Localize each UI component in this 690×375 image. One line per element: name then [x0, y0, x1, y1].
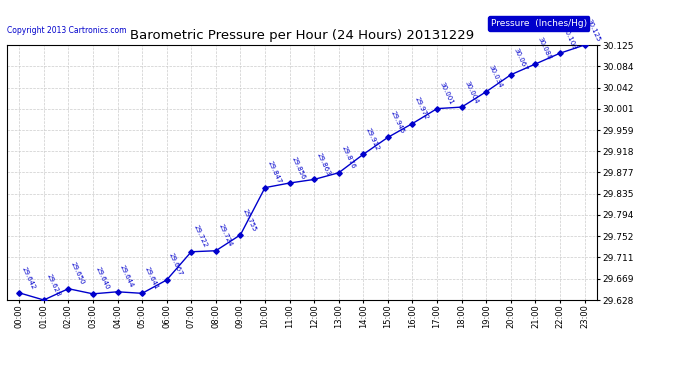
Text: 29.847: 29.847 — [266, 160, 282, 185]
Text: 29.641: 29.641 — [144, 266, 159, 291]
Text: 30.001: 30.001 — [438, 81, 454, 106]
Text: 30.067: 30.067 — [512, 47, 528, 72]
Text: 30.034: 30.034 — [488, 64, 504, 89]
Text: 29.642: 29.642 — [21, 266, 37, 290]
Text: 29.722: 29.722 — [193, 224, 208, 249]
Text: 30.109: 30.109 — [562, 26, 578, 50]
Text: 30.125: 30.125 — [586, 18, 602, 42]
Text: 30.088: 30.088 — [537, 36, 553, 61]
Title: Barometric Pressure per Hour (24 Hours) 20131229: Barometric Pressure per Hour (24 Hours) … — [130, 30, 474, 42]
Text: 29.856: 29.856 — [291, 156, 307, 180]
Text: 29.640: 29.640 — [95, 266, 110, 291]
Text: 29.724: 29.724 — [217, 224, 233, 248]
Text: 30.004: 30.004 — [463, 80, 479, 104]
Text: 29.644: 29.644 — [119, 264, 135, 289]
Text: 29.945: 29.945 — [389, 110, 405, 135]
Text: 29.876: 29.876 — [340, 145, 356, 170]
Text: 29.863: 29.863 — [315, 152, 331, 177]
Text: Copyright 2013 Cartronics.com: Copyright 2013 Cartronics.com — [7, 26, 126, 35]
Text: 29.650: 29.650 — [70, 261, 86, 286]
Legend: Pressure  (Inches/Hg): Pressure (Inches/Hg) — [488, 16, 589, 31]
Text: 29.972: 29.972 — [414, 96, 430, 121]
Text: 29.628: 29.628 — [45, 273, 61, 297]
Text: 29.667: 29.667 — [168, 252, 184, 277]
Text: 29.755: 29.755 — [241, 207, 257, 232]
Text: 29.912: 29.912 — [365, 127, 380, 152]
